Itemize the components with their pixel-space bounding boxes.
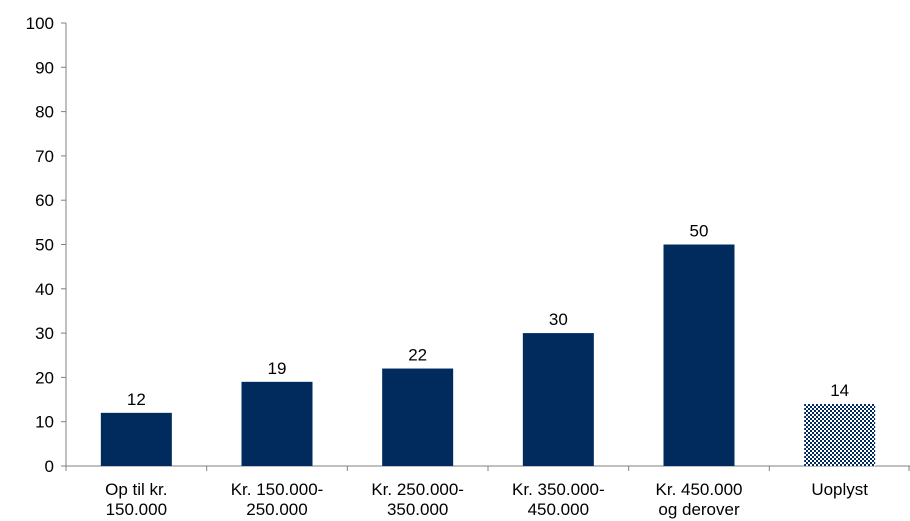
x-category-label-line: Kr. 350.000- [512, 480, 605, 499]
x-category-label-2: Kr. 250.000-350.000 [371, 480, 464, 519]
y-tick-label: 90 [35, 58, 54, 77]
x-category-label-4: Kr. 450.000 og derover [656, 480, 743, 519]
data-label-0: 12 [127, 390, 146, 409]
x-category-label-line: Uoplyst [811, 480, 868, 499]
data-label-1: 19 [268, 359, 287, 378]
y-tick-label: 80 [35, 103, 54, 122]
y-tick-label: 60 [35, 191, 54, 210]
x-category-label-line: 450.000 [528, 500, 589, 519]
x-category-label-line: Op til kr. [105, 480, 167, 499]
x-category-label-1: Kr. 150.000-250.000 [231, 480, 324, 519]
bar-3 [522, 333, 594, 466]
x-category-label-line: Kr. 450.000 [656, 480, 743, 499]
bar-4 [663, 244, 735, 466]
bar-2 [382, 368, 454, 466]
x-category-label-line: 150.000 [106, 500, 167, 519]
y-tick-label: 10 [35, 413, 54, 432]
y-tick-label: 70 [35, 147, 54, 166]
bar-1 [241, 381, 313, 466]
y-tick-label: 40 [35, 280, 54, 299]
data-label-5: 14 [830, 381, 849, 400]
x-category-label-line: Kr. 250.000- [371, 480, 464, 499]
data-label-3: 30 [549, 310, 568, 329]
bar-0 [100, 412, 172, 466]
y-axis: 0 10 20 30 40 50 60 70 80 90 100 [26, 14, 67, 476]
bars [100, 244, 876, 466]
y-tick-label: 0 [45, 457, 54, 476]
y-tick-label: 30 [35, 324, 54, 343]
data-label-2: 22 [408, 346, 427, 365]
x-category-label-5: Uoplyst [811, 480, 868, 499]
x-category-label-line: 350.000 [387, 500, 448, 519]
y-tick-label: 100 [26, 14, 54, 33]
data-labels: 12 19 22 30 50 14 [127, 222, 849, 409]
x-category-label-line: Kr. 150.000- [231, 480, 324, 499]
x-category-label-3: Kr. 350.000-450.000 [512, 480, 605, 519]
x-category-label-line: 250.000 [246, 500, 307, 519]
bar-5 [804, 403, 876, 466]
y-tick-label: 20 [35, 368, 54, 387]
y-tick-label: 50 [35, 236, 54, 255]
x-category-label-line: og derover [658, 500, 740, 519]
x-category-label-0: Op til kr. 150.000 [105, 480, 167, 519]
data-label-4: 50 [690, 222, 709, 241]
